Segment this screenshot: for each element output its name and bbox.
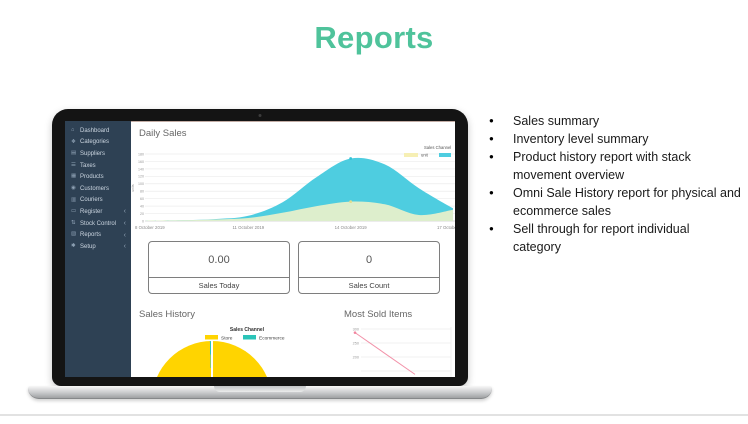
sidebar-item-reports[interactable]: ▧ Reports ‹ xyxy=(65,229,131,241)
stat-card-sales-today: 0.00 Sales Today xyxy=(148,241,290,294)
sidebar-item-label: Products xyxy=(80,174,104,181)
stock-control-icon: ⇅ xyxy=(71,219,76,226)
stat-card-sales-count: 0 Sales Count xyxy=(298,241,440,294)
couriers-icon: ▥ xyxy=(71,196,77,203)
svg-text:Ecommerce: Ecommerce xyxy=(259,335,285,341)
svg-text:300: 300 xyxy=(353,327,359,331)
sidebar-item-label: Register xyxy=(80,208,103,215)
chevron-icon: ‹ xyxy=(123,220,126,228)
sidebar-item-customers[interactable]: ◉ Customers xyxy=(65,183,131,195)
daily-sales-title: Daily Sales xyxy=(139,128,187,139)
customers-icon: ◉ xyxy=(71,185,76,192)
svg-text:160: 160 xyxy=(138,160,144,164)
sidebar: ⌂ Dashboard ❖ Categories ▤ Suppliers ☰ Taxes ▦ Pr… xyxy=(65,121,131,377)
setup-icon: ✱ xyxy=(71,242,76,249)
svg-text:11 October 2019: 11 October 2019 xyxy=(232,225,264,230)
products-icon: ▦ xyxy=(71,173,77,180)
sidebar-item-label: Dashboard xyxy=(80,127,110,134)
sidebar-item-label: Customers xyxy=(80,185,110,192)
stat-cards-row: 0.00 Sales Today 0 Sales Count xyxy=(148,241,440,294)
sales-history-title: Sales History xyxy=(139,309,195,320)
stat-label: Sales Today xyxy=(149,277,289,293)
laptop-screen: ⌂ Dashboard ❖ Categories ▤ Suppliers ☰ Taxes ▦ Pr… xyxy=(65,121,455,377)
sidebar-item-label: Stock Control xyxy=(80,220,117,227)
feature-item: Sell through for report individual categ… xyxy=(486,220,746,256)
feature-item: Product history report with stack moveme… xyxy=(486,148,746,184)
feature-list: Sales summaryInventory level summaryProd… xyxy=(486,112,746,256)
feature-item: Inventory level summary xyxy=(486,130,746,148)
sidebar-item-label: Couriers xyxy=(80,197,103,204)
dashboard-content: Daily Sales 0 20 40 60 80 100 120 140 160 180 unit… xyxy=(131,121,455,377)
laptop-base xyxy=(28,386,492,399)
svg-text:60: 60 xyxy=(140,197,144,201)
svg-text:0: 0 xyxy=(142,219,144,223)
svg-text:17 October 2019: 17 October 2019 xyxy=(437,225,455,230)
stat-label: Sales Count xyxy=(299,277,439,293)
svg-text:180: 180 xyxy=(138,152,144,156)
sidebar-item-label: Categories xyxy=(80,139,110,146)
sidebar-item-categories[interactable]: ❖ Categories xyxy=(65,137,131,149)
sidebar-item-label: Setup xyxy=(80,243,96,250)
register-icon: ▭ xyxy=(71,208,77,215)
feature-item: Omni Sale History report for physical an… xyxy=(486,184,746,220)
webcam-icon xyxy=(258,114,262,117)
reports-icon: ▧ xyxy=(71,231,77,238)
svg-text:80: 80 xyxy=(140,190,144,194)
sidebar-item-taxes[interactable]: ☰ Taxes xyxy=(65,160,131,172)
svg-text:Sales Channel: Sales Channel xyxy=(424,145,451,150)
sidebar-item-label: Taxes xyxy=(80,162,96,169)
bottom-divider xyxy=(0,414,748,416)
sidebar-item-products[interactable]: ▦ Products xyxy=(65,171,131,183)
svg-text:unit: unit xyxy=(421,153,429,158)
sidebar-item-label: Suppliers xyxy=(80,150,106,157)
svg-text:200: 200 xyxy=(353,355,359,359)
sidebar-item-register[interactable]: ▭ Register ‹ xyxy=(65,206,131,218)
svg-text:250: 250 xyxy=(353,341,359,345)
sidebar-item-dashboard[interactable]: ⌂ Dashboard xyxy=(65,125,131,137)
svg-text:20: 20 xyxy=(140,212,144,216)
pie-slice-divider xyxy=(211,341,213,377)
svg-text:Store: Store xyxy=(221,335,233,341)
sidebar-item-setup[interactable]: ✱ Setup ‹ xyxy=(65,241,131,253)
svg-text:40: 40 xyxy=(140,205,144,209)
daily-sales-chart: 0 20 40 60 80 100 120 140 160 180 units 8 October 2… xyxy=(131,145,455,230)
page-title: Reports xyxy=(314,20,434,55)
svg-text:120: 120 xyxy=(138,175,144,179)
stat-value: 0.00 xyxy=(208,253,230,266)
svg-text:140: 140 xyxy=(138,167,144,171)
svg-text:units: units xyxy=(131,184,135,191)
sidebar-item-stock-control[interactable]: ⇅ Stock Control ‹ xyxy=(65,218,131,230)
most-sold-items-chart: 300 250 200 xyxy=(353,327,452,377)
svg-text:8 October 2019: 8 October 2019 xyxy=(135,225,165,230)
sidebar-item-suppliers[interactable]: ▤ Suppliers xyxy=(65,148,131,160)
chevron-icon: ‹ xyxy=(123,231,126,239)
dashboard-icon: ⌂ xyxy=(71,127,75,134)
pie-legend: Sales Channel Store Ecommerce xyxy=(205,327,285,341)
sidebar-item-label: Reports xyxy=(80,232,102,239)
svg-text:14 October 2019: 14 October 2019 xyxy=(335,225,368,230)
svg-text:100: 100 xyxy=(138,182,144,186)
svg-text:Sales Channel: Sales Channel xyxy=(230,327,265,333)
laptop-bezel: ⌂ Dashboard ❖ Categories ▤ Suppliers ☰ Taxes ▦ Pr… xyxy=(52,109,468,386)
chevron-icon: ‹ xyxy=(123,208,126,216)
feature-item: Sales summary xyxy=(486,112,746,130)
laptop-base-notch xyxy=(214,386,306,392)
sidebar-item-couriers[interactable]: ▥ Couriers xyxy=(65,195,131,207)
categories-icon: ❖ xyxy=(71,138,76,145)
suppliers-icon: ▤ xyxy=(71,150,77,157)
sales-history-pie-chart xyxy=(152,341,272,377)
most-sold-items-title: Most Sold Items xyxy=(344,309,413,320)
stat-value: 0 xyxy=(365,253,373,266)
chevron-icon: ‹ xyxy=(123,243,126,251)
taxes-icon: ☰ xyxy=(71,161,76,168)
